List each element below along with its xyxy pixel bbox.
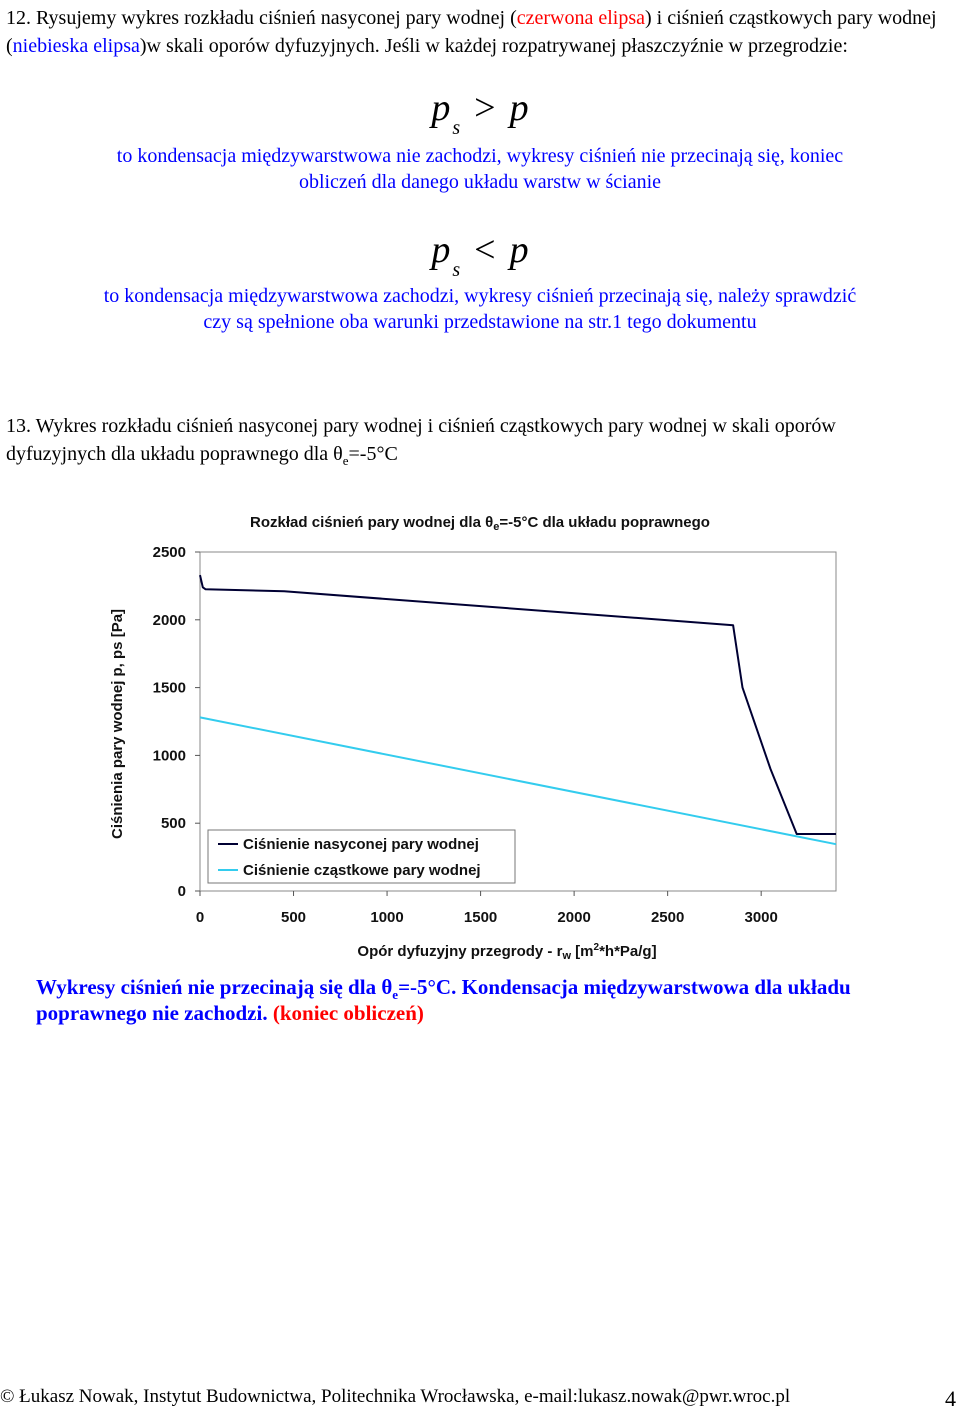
formula-operator: < — [474, 229, 496, 271]
formula-ps-less-p: p s < p — [0, 230, 960, 290]
section-13-subscript: e — [342, 453, 349, 468]
section-13-paragraph: 13. Wykres rozkładu ciśnień nasyconej pa… — [6, 412, 926, 475]
x-tick-label: 2000 — [557, 909, 590, 926]
formula-lhs: p — [431, 87, 451, 129]
case-2-line-1: to kondensacja międzywarstwowa zachodzi,… — [103, 285, 857, 307]
case-2-line-2: czy są spełnione oba warunki przedstawio… — [203, 311, 757, 333]
x-tick-label: 0 — [196, 909, 204, 926]
chart-title: Rozkład ciśnień pary wodnej dla θe=-5°C … — [250, 514, 710, 533]
section-12-number: 12. — [6, 7, 31, 29]
y-axis-label: Ciśnienia pary wodnej p, ps [Pa] — [109, 609, 126, 839]
section-12-text-a: Rysujemy wykres rozkładu ciśnień nasycon… — [36, 7, 517, 29]
conclusion-text-b: =-5°C. Kondensacja międzywarstwowa dla u… — [398, 975, 851, 999]
series-line-1 — [199, 574, 836, 835]
x-tick-label: 3000 — [744, 909, 777, 926]
case-1-line-1: to kondensacja międzywarstwowa nie zacho… — [116, 145, 844, 167]
conclusion-line-1: Wykresy ciśnień nie przecinają się dla θ… — [36, 974, 936, 1008]
conclusion-text-a: Wykresy ciśnień nie przecinają się dla θ — [36, 975, 393, 999]
formula-rhs: p — [509, 87, 529, 129]
red-ellipse-label: czerwona elipsa — [516, 7, 646, 29]
formula-operator: > — [474, 87, 496, 129]
formula-ps-greater-p: p s > p — [0, 88, 960, 148]
section-13-number: 13. — [6, 415, 31, 437]
footer-copyright: © Łukasz Nowak, Instytut Budownictwa, Po… — [0, 1386, 791, 1407]
x-tick-label: 500 — [281, 909, 306, 926]
blue-ellipse-label: niebieska elipsa — [12, 35, 140, 57]
end-of-calculations: (koniec obliczeń) — [267, 1001, 424, 1025]
conclusion-line-2: poprawnego nie zachodzi. (koniec oblicze… — [36, 1000, 936, 1026]
legend-entry: Ciśnienie cząstkowe pary wodnej — [243, 862, 481, 879]
section-12-text-b: ) i ciśnień cząstkowych pary wodnej ( — [6, 7, 937, 57]
y-tick-label: 1500 — [153, 680, 186, 697]
conclusion-subscript: e — [392, 987, 399, 1003]
x-tick-label: 1500 — [464, 909, 497, 926]
page-number: 4 — [945, 1386, 956, 1411]
section-13-text: Wykres rozkładu ciśnień nasyconej pary w… — [6, 415, 836, 465]
pressure-distribution-chart: Rozkład ciśnień pary wodnej dla θe=-5°C … — [109, 514, 837, 962]
series-line-2 — [199, 716, 837, 846]
section-12-text-c: )w skali oporów dyfuzyjnych. Jeśli w każ… — [139, 35, 848, 57]
conclusion-text-c: poprawnego nie zachodzi. — [36, 1001, 268, 1025]
formula-subscript: s — [452, 117, 461, 139]
y-tick-label: 500 — [161, 815, 186, 832]
case-1-line-2: obliczeń dla danego układu warstw w ścia… — [298, 171, 662, 193]
plot-area: 0 500 1000 1500 2000 2500 0 500 1000 1500 2000 2500… — [153, 544, 837, 926]
x-tick-label: 2500 — [651, 909, 684, 926]
section-12-paragraph: 12. Rysujemy wykres rozkładu ciśnień nas… — [6, 4, 946, 60]
y-tick-label: 0 — [178, 883, 186, 900]
y-tick-label: 1000 — [153, 747, 186, 764]
formula-lhs: p — [431, 229, 451, 271]
y-tick-label: 2000 — [153, 612, 186, 629]
formula-rhs: p — [509, 229, 529, 271]
section-13-text-end: =-5°C — [348, 443, 398, 465]
legend-entry: Ciśnienie nasyconej pary wodnej — [243, 836, 479, 853]
formula-subscript: s — [452, 259, 461, 281]
x-tick-label: 1000 — [370, 909, 403, 926]
legend-box — [207, 829, 516, 884]
x-axis-label: Opór dyfuzyjny przegrody - rw [m2*h*Pa/g… — [357, 942, 656, 962]
y-tick-label: 2500 — [153, 544, 186, 561]
